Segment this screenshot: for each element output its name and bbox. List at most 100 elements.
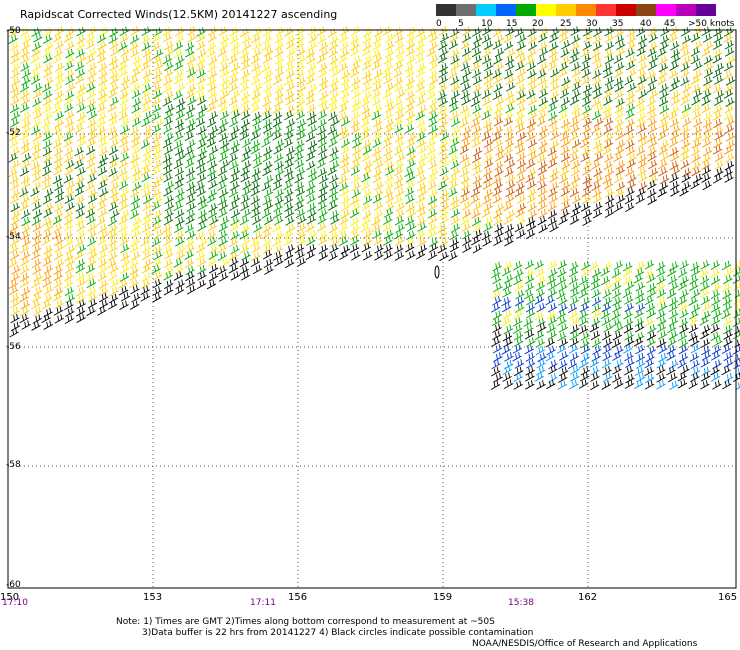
wind-barb bbox=[427, 250, 438, 261]
wind-barb bbox=[437, 125, 448, 136]
wind-barb bbox=[660, 111, 670, 122]
wind-barb bbox=[591, 308, 602, 319]
wind-barb bbox=[9, 83, 19, 94]
wind-barb bbox=[31, 250, 41, 261]
wind-barb bbox=[175, 279, 185, 289]
wind-barb bbox=[208, 96, 219, 106]
map-title: Rapidscat Corrected Winds(12.5KM) 201412… bbox=[20, 8, 338, 21]
wind-barb bbox=[536, 302, 546, 313]
wind-barb bbox=[691, 166, 701, 177]
wind-barb bbox=[19, 201, 30, 212]
wind-barb bbox=[363, 160, 373, 170]
wind-barb bbox=[261, 41, 272, 52]
wind-barb bbox=[31, 47, 41, 57]
wind-barb bbox=[513, 261, 523, 271]
wind-barb bbox=[32, 265, 42, 275]
wind-barb bbox=[462, 236, 472, 246]
wind-barb bbox=[680, 62, 691, 72]
wind-barb bbox=[240, 97, 250, 107]
wind-barb bbox=[712, 380, 722, 390]
wind-barb bbox=[438, 145, 448, 155]
wind-barb bbox=[120, 47, 130, 57]
wind-barb bbox=[550, 139, 560, 150]
wind-barb bbox=[63, 33, 74, 43]
wind-barb bbox=[86, 152, 97, 163]
wind-barb bbox=[339, 215, 349, 226]
wind-barb bbox=[340, 76, 351, 86]
wind-barb bbox=[306, 160, 316, 171]
wind-barb bbox=[63, 131, 74, 142]
wind-barb bbox=[644, 373, 655, 384]
wind-barb bbox=[173, 90, 183, 101]
wind-barb bbox=[666, 289, 677, 299]
wind-barb bbox=[659, 124, 670, 135]
wind-barb bbox=[504, 55, 515, 66]
wind-barb bbox=[681, 55, 692, 66]
wind-barb bbox=[274, 215, 284, 226]
wind-barb bbox=[285, 216, 295, 226]
wind-barb bbox=[701, 47, 711, 57]
wind-barb bbox=[524, 344, 534, 355]
wind-barb bbox=[426, 83, 437, 93]
wind-barb bbox=[669, 138, 679, 148]
wind-barb bbox=[197, 125, 207, 135]
wind-barb bbox=[602, 344, 612, 355]
wind-barb bbox=[31, 145, 42, 155]
wind-barb bbox=[240, 166, 250, 177]
wind-barb bbox=[721, 260, 732, 271]
wind-barb bbox=[635, 194, 646, 205]
wind-barb bbox=[416, 216, 426, 226]
wind-barb bbox=[306, 54, 316, 65]
wind-barb bbox=[174, 167, 185, 177]
wind-barb bbox=[131, 89, 141, 99]
wind-barb bbox=[173, 258, 183, 268]
wind-barb bbox=[152, 257, 162, 268]
wind-barb bbox=[317, 222, 327, 232]
wind-barb bbox=[472, 166, 483, 176]
wind-barb bbox=[262, 118, 273, 129]
wind-barb bbox=[460, 174, 471, 185]
wind-barb bbox=[98, 69, 108, 80]
wind-barb bbox=[481, 89, 492, 100]
wind-barb bbox=[32, 201, 42, 212]
wind-barb bbox=[87, 292, 97, 303]
wind-barb bbox=[614, 82, 625, 93]
wind-barb bbox=[703, 124, 713, 134]
wind-barb bbox=[140, 181, 151, 191]
wind-barb bbox=[526, 194, 537, 204]
lat-label-52: -52 bbox=[6, 128, 21, 138]
wind-barb bbox=[349, 208, 360, 219]
wind-barb bbox=[557, 259, 568, 270]
wind-barb bbox=[626, 34, 637, 44]
wind-barb bbox=[329, 209, 340, 220]
wind-barb bbox=[131, 103, 141, 114]
wind-barb bbox=[616, 40, 626, 51]
wind-barb bbox=[242, 146, 252, 156]
wind-barb bbox=[536, 317, 546, 328]
wind-barb bbox=[120, 75, 131, 86]
wind-barb bbox=[679, 186, 689, 197]
wind-barb bbox=[54, 90, 64, 100]
wind-barb bbox=[10, 216, 20, 226]
wind-barb bbox=[151, 180, 161, 190]
wind-barb bbox=[725, 76, 736, 86]
wind-barb bbox=[174, 131, 184, 142]
wind-barb bbox=[20, 41, 31, 51]
wind-barb bbox=[372, 138, 382, 149]
wind-barb bbox=[395, 55, 405, 65]
wind-barb bbox=[85, 208, 96, 219]
wind-barb bbox=[176, 82, 186, 93]
wind-barb bbox=[548, 117, 558, 127]
wind-barb bbox=[361, 201, 371, 212]
colorbar-swatch bbox=[576, 4, 596, 16]
wind-barb bbox=[371, 48, 381, 59]
wind-barb bbox=[307, 41, 318, 51]
wind-barb bbox=[30, 187, 40, 197]
wind-barb bbox=[65, 202, 76, 212]
wind-barb bbox=[230, 194, 241, 204]
wind-barb bbox=[42, 96, 53, 106]
wind-barb bbox=[153, 194, 163, 205]
wind-barb bbox=[87, 229, 98, 239]
wind-barb bbox=[383, 153, 393, 164]
wind-barb bbox=[428, 173, 438, 184]
